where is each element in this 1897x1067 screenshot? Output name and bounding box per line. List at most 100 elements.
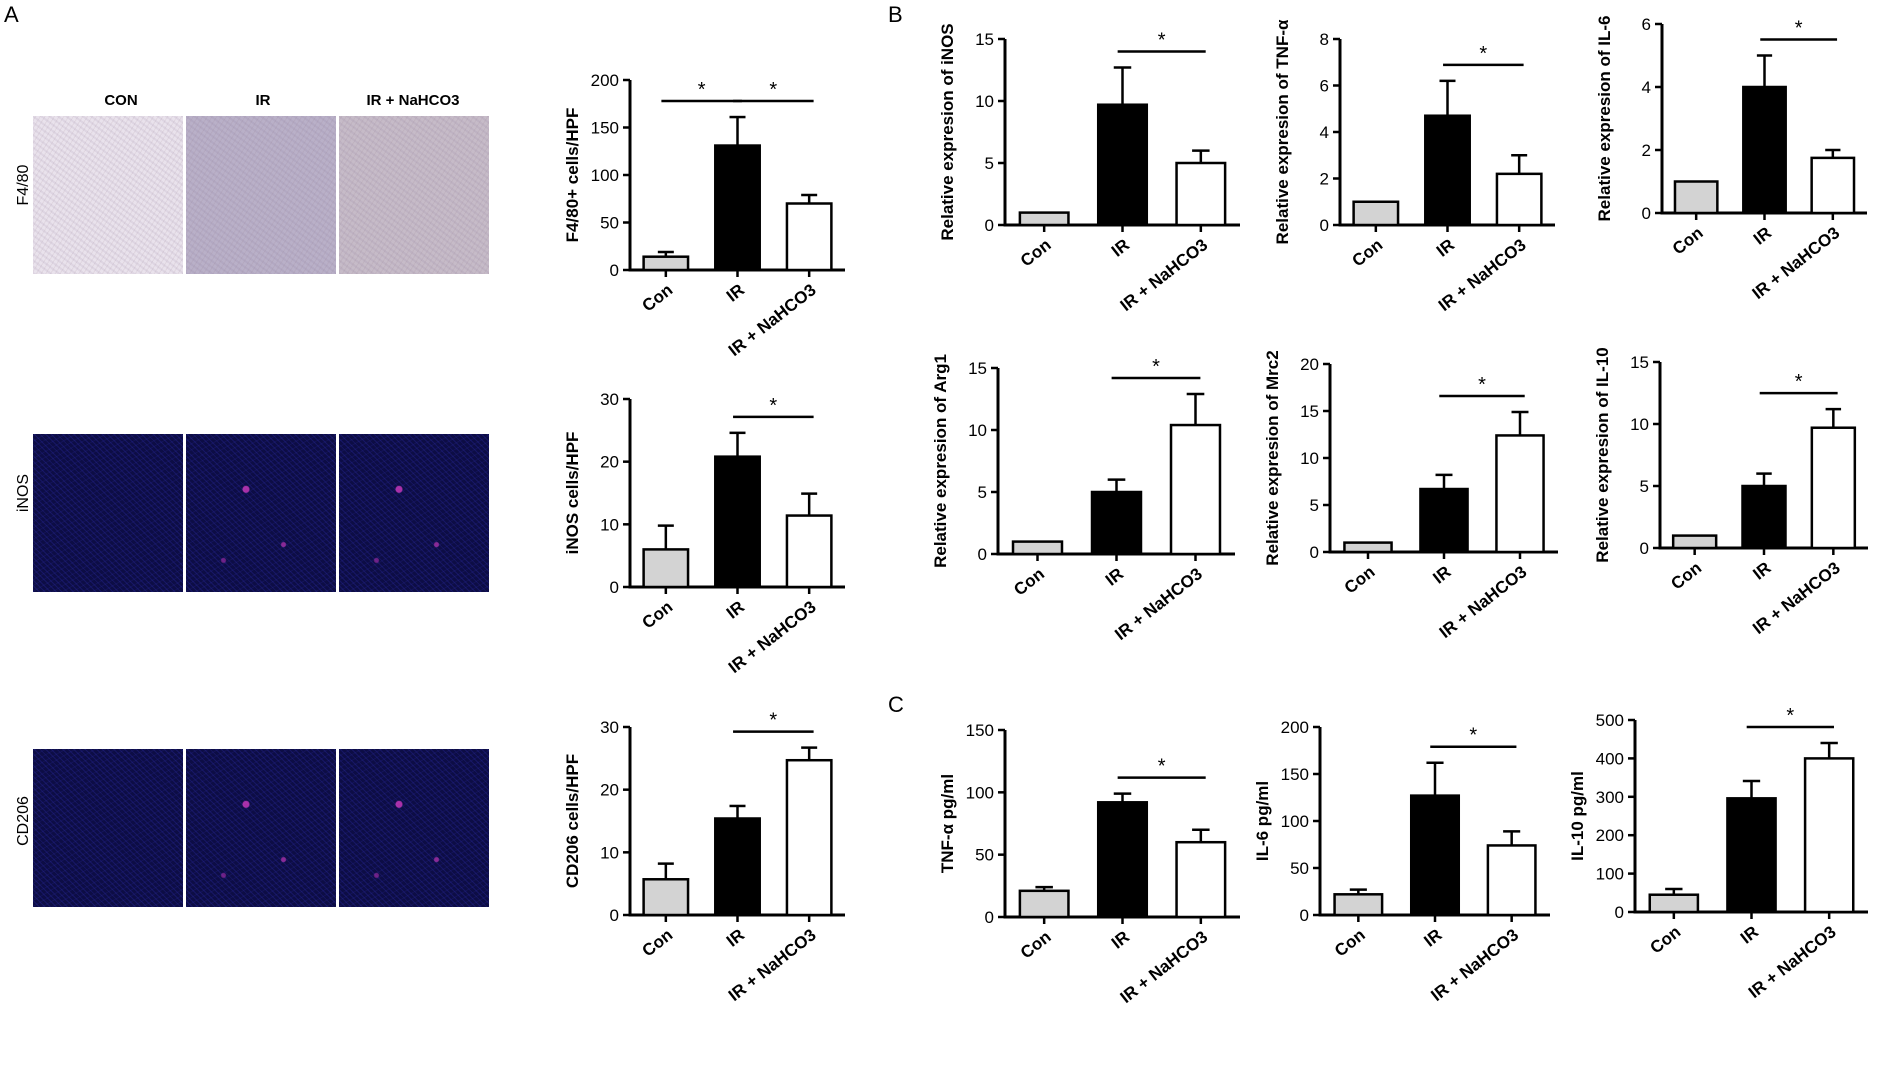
x-tick-label: IR — [723, 597, 748, 622]
bar-con — [1018, 211, 1070, 227]
y-tick-label: 20 — [600, 453, 619, 472]
micrograph-3-3 — [339, 749, 489, 907]
bar-ir-nahco3 — [1810, 156, 1856, 215]
bar-ir — [1741, 484, 1787, 550]
y-axis-label: IL-10 pg/ml — [1568, 771, 1587, 861]
significance-star: * — [1478, 374, 1486, 396]
row-label-inos: iNOS — [15, 473, 32, 513]
y-tick-label: 0 — [1640, 539, 1649, 558]
y-axis-label: Relative expresion of Arg1 — [931, 354, 950, 568]
bar-con — [642, 878, 690, 917]
x-tick-label: IR — [1420, 925, 1445, 950]
bar-ir — [714, 144, 761, 272]
bar-ir — [1726, 797, 1777, 914]
panel-letter-b: B — [888, 2, 903, 27]
bar-ir — [1096, 801, 1149, 919]
column-label-ir: IR — [255, 92, 271, 109]
significance-star: * — [769, 79, 777, 101]
y-tick-label: 4 — [1642, 78, 1651, 97]
bar-ir — [714, 817, 761, 917]
y-tick-label: 10 — [600, 515, 619, 534]
micrograph-2-3 — [339, 434, 489, 592]
y-tick-label: 200 — [591, 71, 619, 90]
significance-star: * — [1469, 725, 1477, 747]
y-tick-label: 20 — [1300, 355, 1319, 374]
x-tick-label: Con — [1341, 562, 1379, 597]
y-tick-label: 8 — [1320, 30, 1329, 49]
y-tick-label: 400 — [1596, 749, 1624, 768]
bar-con — [1343, 541, 1393, 554]
y-tick-label: 0 — [985, 216, 994, 235]
y-tick-label: 0 — [610, 261, 619, 280]
bar-con — [642, 548, 690, 589]
y-tick-label: 5 — [1640, 477, 1649, 496]
bar-ir-nahco3 — [785, 202, 833, 272]
y-tick-label: 300 — [1596, 788, 1624, 807]
significance-star: * — [1152, 356, 1160, 378]
y-tick-label: 15 — [975, 30, 994, 49]
bar-con — [642, 255, 690, 272]
significance-star: * — [1795, 18, 1803, 40]
y-tick-label: 50 — [975, 846, 994, 865]
x-tick-label: Con — [1349, 235, 1387, 270]
y-tick-label: 0 — [610, 906, 619, 925]
y-tick-label: 100 — [1596, 865, 1624, 884]
y-tick-label: 30 — [600, 390, 619, 409]
x-tick-label: Con — [1017, 927, 1055, 962]
y-tick-label: 0 — [978, 545, 987, 564]
y-tick-label: 10 — [1300, 449, 1319, 468]
bar-ir-nahco3 — [1169, 423, 1222, 556]
y-tick-label: 50 — [1290, 859, 1309, 878]
bar-con — [1673, 180, 1719, 215]
y-tick-label: 2 — [1642, 141, 1651, 160]
y-tick-label: 10 — [975, 92, 994, 111]
x-tick-label: IR — [723, 280, 748, 305]
bar-ir-nahco3 — [1486, 844, 1537, 917]
x-tick-label: IR — [1433, 235, 1458, 260]
bar-con — [1671, 534, 1718, 550]
bar-con — [1011, 540, 1064, 556]
y-tick-label: 5 — [1310, 496, 1319, 515]
y-tick-label: 100 — [1281, 812, 1309, 831]
y-tick-label: 200 — [1596, 826, 1624, 845]
bar-ir-nahco3 — [1810, 426, 1857, 550]
y-tick-label: 10 — [1630, 415, 1649, 434]
y-axis-label: Relative expresion of IL-10 — [1593, 347, 1612, 562]
y-tick-label: 150 — [1281, 765, 1309, 784]
x-tick-label: IR — [1737, 922, 1762, 947]
y-tick-label: 2 — [1320, 170, 1329, 189]
y-axis-label: Relative expresion of iNOS — [938, 23, 957, 240]
bar-ir-nahco3 — [785, 514, 833, 589]
significance-star: * — [1786, 705, 1794, 727]
y-axis-label: F4/80+ cells/HPF — [563, 108, 582, 243]
y-tick-label: 100 — [966, 783, 994, 802]
y-axis-label: TNF-α pg/ml — [938, 774, 957, 873]
bar-ir-nahco3 — [1495, 172, 1543, 227]
y-tick-label: 0 — [1642, 204, 1651, 223]
bar-ir — [1424, 114, 1471, 227]
x-tick-label: IR — [1108, 235, 1133, 260]
y-tick-label: 0 — [610, 578, 619, 597]
y-tick-label: 100 — [591, 166, 619, 185]
micrograph-2-2 — [186, 434, 336, 592]
x-tick-label: Con — [639, 597, 677, 632]
x-tick-label: Con — [1667, 558, 1705, 593]
y-tick-label: 500 — [1596, 711, 1624, 730]
x-tick-label: Con — [1010, 564, 1048, 599]
significance-star: * — [698, 79, 706, 101]
x-tick-label: Con — [1647, 922, 1685, 957]
x-tick-label: IR + NaHCO3 — [1111, 564, 1206, 644]
column-label-con: CON — [104, 92, 138, 109]
micrograph-1-3 — [339, 116, 489, 274]
micrograph-1-2 — [186, 116, 336, 274]
bar-ir — [1409, 794, 1461, 917]
significance-star: * — [769, 395, 777, 417]
